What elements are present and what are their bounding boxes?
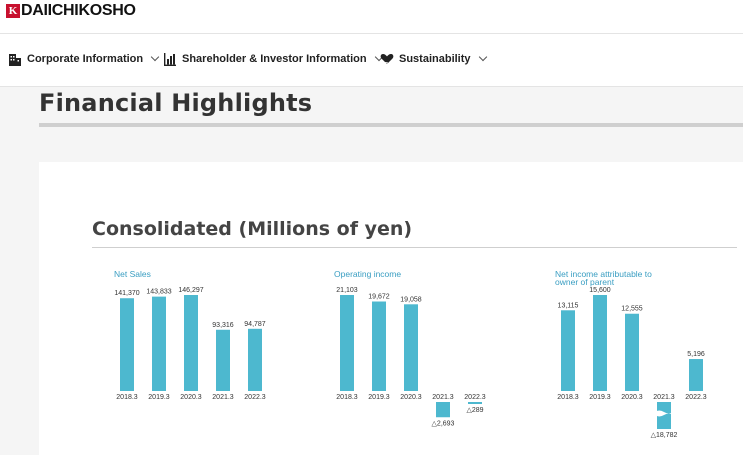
category-label: 2020.3 (621, 394, 643, 401)
nav-item-shareholder-investor[interactable]: Shareholder & Investor Information (163, 52, 383, 66)
site-header: K DAIICHIKOSHO Corporate Information (0, 0, 743, 87)
heart-hand-icon (380, 54, 394, 66)
bar (436, 402, 450, 418)
chevron-down-icon (478, 52, 487, 62)
building-icon (9, 54, 21, 66)
header-divider (0, 33, 743, 34)
category-label: 2021.3 (212, 394, 234, 401)
bar (561, 310, 575, 391)
chart-title: Net income attributable to owner of pare… (555, 269, 652, 287)
net-sales-plot: 141,370 2018.3 143,833 2019.3 146,297 2020.3 9… (114, 287, 266, 401)
section-divider (92, 247, 737, 248)
nav-label-shareholder: Shareholder & Investor Information (182, 53, 367, 65)
value-label: 5,196 (687, 351, 705, 358)
bar (468, 402, 482, 404)
value-label: 12,555 (621, 306, 643, 313)
bar (593, 295, 607, 391)
category-label: 2019.3 (148, 394, 170, 401)
bar (625, 313, 639, 391)
bar (689, 359, 703, 391)
bar-chart-icon (164, 53, 176, 66)
logo-mark: K (6, 4, 20, 18)
chart-title: Net Sales (114, 269, 151, 279)
nav-item-corporate-information[interactable]: Corporate Information (8, 52, 160, 66)
category-label: 2022.3 (464, 394, 486, 401)
category-label: 2021.3 (432, 394, 454, 401)
category-label: 2018.3 (557, 394, 579, 401)
operating-income-chart: Operating income 21,103 2018.3 19,672 2019.… (334, 270, 514, 455)
bar (372, 301, 386, 391)
bar (184, 295, 198, 391)
nav-item-sustainability[interactable]: Sustainability (380, 52, 487, 66)
title-underline (39, 123, 743, 127)
value-label: 19,672 (368, 294, 390, 301)
section-title: Consolidated (Millions of yen) (92, 218, 413, 240)
value-label: 94,787 (244, 321, 266, 328)
category-label: 2018.3 (336, 394, 358, 401)
logo-text: DAIICHIKOSHO (21, 2, 136, 19)
bar (340, 295, 354, 391)
operating-income-plot: 21,103 2018.3 19,672 2019.3 19,058 2020.3 2021… (336, 287, 486, 427)
category-label: 2020.3 (180, 394, 202, 401)
page-title: Financial Highlights (39, 89, 313, 117)
category-label: 2019.3 (589, 394, 611, 401)
value-label: △18,782 (651, 432, 678, 439)
bar (657, 402, 671, 429)
category-label: 2021.3 (653, 394, 675, 401)
company-logo[interactable]: K DAIICHIKOSHO (6, 2, 136, 20)
value-label: 93,316 (212, 322, 234, 329)
nav-divider (0, 86, 743, 87)
axis-break-mark (655, 410, 673, 417)
category-label: 2020.3 (400, 394, 422, 401)
nav-label-sustainability: Sustainability (399, 53, 471, 65)
chart-title: Operating income (334, 269, 402, 279)
net-sales-chart: Net Sales 141,370 2018.3 143,833 2019.3 146,… (114, 270, 294, 455)
category-label: 2018.3 (116, 394, 138, 401)
value-label: 143,833 (146, 289, 171, 296)
value-label: 21,103 (336, 287, 358, 294)
value-label: 13,115 (558, 302, 579, 309)
net-income-chart: Net income attributable to owner of pare… (555, 270, 735, 455)
chevron-down-icon (150, 52, 160, 62)
bar (248, 328, 262, 391)
value-label: 141,370 (114, 290, 139, 297)
category-label: 2022.3 (685, 394, 707, 401)
bar (120, 298, 134, 391)
nav-label-corporate: Corporate Information (27, 53, 144, 65)
value-label: △289 (466, 407, 483, 414)
bar (152, 296, 166, 391)
bar (404, 304, 418, 391)
category-label: 2019.3 (368, 394, 390, 401)
bar (216, 329, 230, 391)
value-label: 19,058 (400, 296, 422, 303)
net-income-plot: 13,115 2018.3 15,600 2019.3 12,555 2020.3 2021… (557, 287, 707, 439)
category-label: 2022.3 (244, 394, 266, 401)
value-label: 15,600 (589, 287, 611, 294)
value-label: 146,297 (178, 287, 203, 294)
value-label: △2,693 (432, 420, 455, 427)
